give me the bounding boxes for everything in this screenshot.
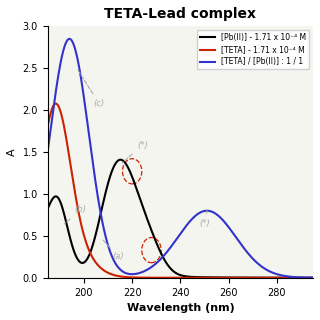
[TETA] / [Pb(II)] : 1 / 1: (271, 0.203): 1 / 1: (271, 0.203) [253,259,257,263]
[TETA] - 1.71 x 10⁻⁴ M [253,276,257,280]
[TETA] - 1.71 x 10⁻⁴ M [311,276,315,280]
[TETA] - 1.71 x 10⁻⁴ M [46,124,50,128]
[TETA] / [Pb(II)] : 1 / 1: (185, 1.51): 1 / 1: (185, 1.51) [46,149,50,153]
[TETA] / [Pb(II)] : 1 / 1: (234, 0.278): 1 / 1: (234, 0.278) [163,252,167,256]
[Pb(II)] - 1.71 x 10⁻⁴ M [311,276,315,280]
[TETA] / [Pb(II)] : 1 / 1: (194, 2.85): 1 / 1: (194, 2.85) [68,37,71,41]
[TETA] / [Pb(II)] : 1 / 1: (261, 0.579): 1 / 1: (261, 0.579) [228,227,232,231]
[Pb(II)] - 1.71 x 10⁻⁴ M [258,276,261,280]
[TETA] / [Pb(II)] : 1 / 1: (273, 0.152): 1 / 1: (273, 0.152) [258,263,261,267]
Text: (*): (*) [122,141,148,163]
[TETA] / [Pb(II)] : 1 / 1: (196, 2.73): 1 / 1: (196, 2.73) [73,47,77,51]
[Pb(II)] - 1.71 x 10⁻⁴ M [119,158,123,162]
Line: [TETA] - 1.71 x 10⁻⁴ M: [TETA] - 1.71 x 10⁻⁴ M [48,104,313,278]
Text: (a): (a) [103,240,124,261]
[Pb(II)] - 1.71 x 10⁻⁴ M [228,276,232,279]
[TETA] - 1.71 x 10⁻⁴ M [228,276,232,280]
X-axis label: Wavelength (nm): Wavelength (nm) [126,303,234,313]
[Pb(II)] - 1.71 x 10⁻⁴ M [46,207,50,211]
[TETA] - 1.71 x 10⁻⁴ M [73,191,77,195]
Y-axis label: A: A [7,148,17,156]
[TETA] - 1.71 x 10⁻⁴ M [153,276,157,280]
[TETA] - 1.71 x 10⁻⁴ M [163,276,167,280]
[TETA] - 1.71 x 10⁻⁴ M [258,276,261,280]
Line: [Pb(II)] - 1.71 x 10⁻⁴ M: [Pb(II)] - 1.71 x 10⁻⁴ M [48,160,313,278]
[Pb(II)] - 1.71 x 10⁻⁴ M [163,259,167,262]
[TETA] - 1.71 x 10⁻⁴ M [54,102,58,106]
Legend: [Pb(II)] - 1.71 x 10⁻⁴ M, [TETA] - 1.71 x 10⁻⁴ M, [TETA] / [Pb(II)] : 1 / 1: [Pb(II)] - 1.71 x 10⁻⁴ M, [TETA] - 1.71 … [196,30,309,69]
Title: TETA-Lead complex: TETA-Lead complex [104,7,256,21]
Text: (c): (c) [78,70,105,108]
Text: (b): (b) [64,205,86,224]
Line: [TETA] / [Pb(II)] : 1 / 1: [TETA] / [Pb(II)] : 1 / 1 [48,39,313,278]
[TETA] / [Pb(II)] : 1 / 1: (295, 0.000963): 1 / 1: (295, 0.000963) [311,276,315,280]
[Pb(II)] - 1.71 x 10⁻⁴ M [153,238,157,242]
[Pb(II)] - 1.71 x 10⁻⁴ M [253,276,257,280]
[Pb(II)] - 1.71 x 10⁻⁴ M [73,252,77,255]
Text: (*): (*) [200,211,211,228]
[TETA] / [Pb(II)] : 1 / 1: (230, 0.163): 1 / 1: (230, 0.163) [153,262,157,266]
